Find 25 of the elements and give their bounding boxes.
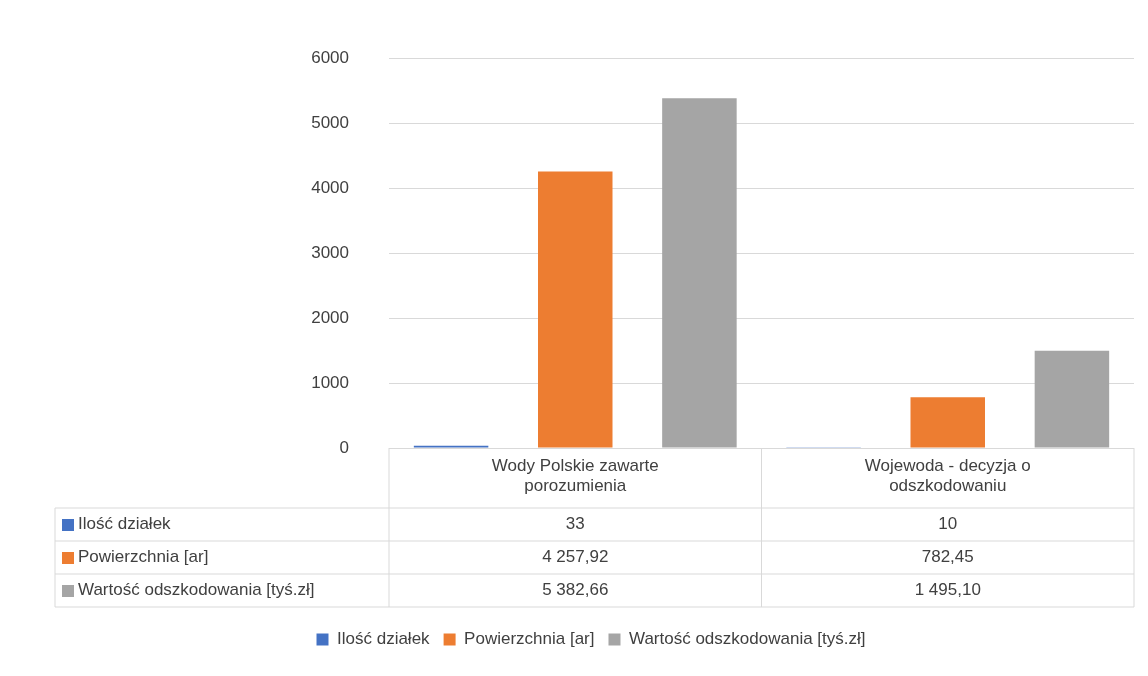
data-label: 33	[565, 514, 585, 534]
data-label: 10	[938, 514, 958, 534]
y-tick-label: 6000	[311, 47, 349, 67]
x-tick-label: Wody Polskie zawarte porozumienia	[491, 455, 659, 496]
bar	[910, 397, 985, 448]
data-label: 1 495,10	[914, 580, 981, 600]
bar	[662, 98, 737, 448]
legend-label: Wartość odszkodowania [tyś.zł]	[628, 629, 866, 649]
text: Wartość odszkodowania [tyś.zł]	[78, 580, 315, 600]
x-tick-label: Wojewoda - decyzja o odszkodowaniu	[864, 455, 1031, 496]
text: Ilość działek	[78, 514, 171, 534]
y-tick-label: 4000	[311, 177, 349, 197]
data-label: 5 382,66	[542, 580, 609, 600]
legend-label: Ilość działek	[337, 629, 431, 649]
data-label: 782,45	[921, 547, 974, 567]
text: Powierzchnia [ar]	[78, 547, 209, 567]
bar	[1034, 350, 1110, 448]
y-tick-label: 5000	[311, 112, 349, 132]
y-tick-label: 3000	[311, 242, 349, 262]
bar	[538, 171, 613, 448]
data-label: 4 257,92	[542, 547, 609, 567]
legend-label: Powierzchnia [ar]	[464, 629, 595, 649]
y-tick-label: 2000	[311, 307, 349, 327]
y-tick-label: 1000	[311, 372, 349, 392]
y-tick-label: 0	[339, 437, 349, 457]
